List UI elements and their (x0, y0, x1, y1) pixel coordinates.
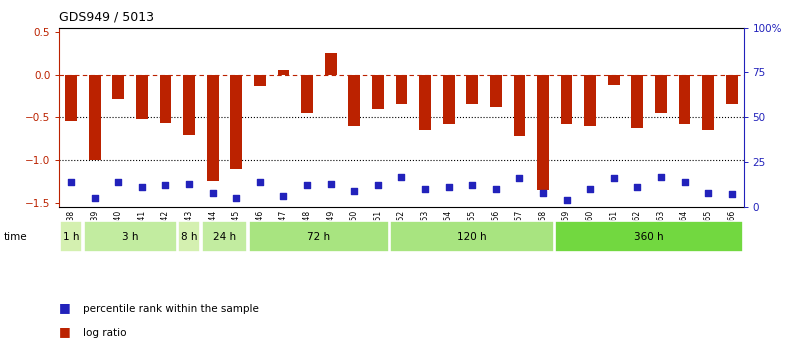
Bar (537, 75, 549, 190)
Text: ■: ■ (59, 325, 71, 338)
FancyBboxPatch shape (60, 221, 82, 252)
Bar (301, 75, 313, 113)
Point (607, 176, 620, 181)
Text: 1 h: 1 h (62, 232, 79, 241)
Point (230, 195, 243, 201)
Text: 72 h: 72 h (307, 232, 331, 241)
Text: 8 h: 8 h (181, 232, 197, 241)
Point (655, 174, 668, 179)
Point (135, 185, 148, 190)
Point (466, 183, 479, 188)
Text: 3 h: 3 h (122, 232, 138, 241)
Point (702, 190, 714, 195)
Point (254, 179, 267, 185)
Bar (585, 75, 596, 126)
Point (112, 179, 125, 185)
Text: ■: ■ (59, 301, 71, 314)
Bar (372, 75, 384, 109)
Bar (443, 75, 455, 124)
Point (513, 176, 526, 181)
Text: 120 h: 120 h (457, 232, 487, 241)
FancyBboxPatch shape (249, 221, 389, 252)
Bar (112, 75, 124, 99)
Point (418, 186, 431, 192)
Bar (230, 75, 242, 169)
Bar (702, 75, 714, 130)
Bar (278, 70, 290, 75)
Point (159, 183, 172, 188)
Text: GDS949 / 5013: GDS949 / 5013 (59, 10, 154, 23)
Point (348, 188, 361, 194)
Bar (490, 75, 501, 107)
Point (324, 181, 337, 186)
FancyBboxPatch shape (555, 221, 743, 252)
Bar (419, 75, 431, 130)
Bar (679, 75, 691, 124)
Bar (65, 75, 77, 121)
Text: 24 h: 24 h (213, 232, 236, 241)
Bar (89, 75, 100, 160)
Bar (726, 75, 738, 105)
Point (536, 190, 549, 195)
Point (301, 183, 313, 188)
Point (65, 179, 78, 185)
Point (560, 197, 573, 203)
Text: 360 h: 360 h (634, 232, 664, 241)
Point (631, 185, 644, 190)
Bar (607, 75, 619, 85)
Bar (513, 75, 525, 136)
Text: log ratio: log ratio (83, 328, 127, 338)
Bar (206, 75, 218, 181)
Text: percentile rank within the sample: percentile rank within the sample (83, 304, 259, 314)
Bar (254, 75, 266, 86)
Point (678, 179, 691, 185)
Bar (184, 75, 195, 135)
Bar (160, 75, 172, 123)
Point (395, 174, 408, 179)
Point (725, 192, 738, 197)
Bar (348, 75, 360, 126)
Text: time: time (4, 232, 28, 241)
Bar (561, 75, 573, 124)
Bar (325, 53, 336, 75)
Point (89, 195, 101, 201)
Bar (396, 75, 407, 105)
Point (206, 190, 219, 195)
FancyBboxPatch shape (390, 221, 554, 252)
FancyBboxPatch shape (202, 221, 248, 252)
Point (183, 181, 195, 186)
Point (584, 186, 596, 192)
Point (442, 185, 455, 190)
Bar (136, 75, 148, 119)
Bar (467, 75, 478, 105)
Point (490, 186, 502, 192)
Point (372, 183, 384, 188)
Bar (631, 75, 643, 128)
Point (277, 194, 290, 199)
Bar (655, 75, 667, 113)
FancyBboxPatch shape (178, 221, 200, 252)
FancyBboxPatch shape (84, 221, 176, 252)
